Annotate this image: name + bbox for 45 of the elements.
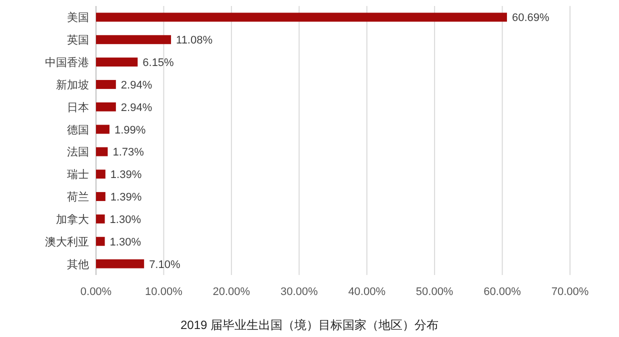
data-label: 2.94%: [120, 102, 152, 114]
y-tick-label: 德国: [67, 124, 89, 136]
text: 2019 届毕业生出国（境）目标国家（地区）分布: [180, 318, 439, 332]
data-label: 1.99%: [114, 124, 146, 136]
bar: [96, 236, 105, 246]
data-label: 6.15%: [142, 57, 174, 70]
data-label: 7.10%: [149, 258, 180, 271]
bar: [96, 12, 507, 22]
bar: [96, 58, 138, 67]
y-tick-label: 英国: [67, 34, 89, 47]
x-tick-label: 40.00%: [348, 286, 386, 298]
bar: [96, 170, 106, 179]
y-tick-label: 澳大利亚: [45, 235, 89, 248]
x-tick-label: 10.00%: [145, 286, 183, 298]
y-tick-label: 荷兰: [67, 190, 89, 204]
data-label: 1.39%: [110, 192, 142, 204]
bar: [96, 80, 116, 89]
bar: [96, 214, 105, 224]
bar: [96, 35, 172, 44]
data-label: 1.73%: [112, 146, 144, 159]
x-tick-label: 20.00%: [212, 286, 250, 298]
bar: [96, 259, 144, 268]
y-tick-label: 瑞士: [67, 168, 89, 182]
data-label: 1.30%: [110, 214, 142, 226]
y-tick-label: 加拿大: [56, 212, 89, 226]
x-tick-label: 0.00%: [80, 286, 112, 298]
x-tick-label: 70.00%: [551, 286, 589, 298]
x-tick-label: 50.00%: [416, 286, 454, 298]
data-label: 1.39%: [110, 169, 142, 182]
data-label: 60.69%: [512, 12, 550, 24]
data-label: 2.94%: [120, 79, 152, 92]
y-tick-label: 法国: [67, 146, 89, 159]
bar: [96, 147, 108, 156]
x-tick-label: 30.00%: [280, 286, 318, 298]
y-tick-label: 新加坡: [56, 78, 89, 92]
y-tick-label: 日本: [67, 100, 89, 114]
bar: [96, 192, 106, 202]
bar: [96, 102, 116, 112]
y-tick-label: 其他: [67, 258, 89, 271]
y-tick-label: 中国香港: [45, 56, 89, 70]
x-tick-label: 60.00%: [484, 286, 522, 298]
data-label: 11.08%: [176, 34, 213, 47]
data-label: 1.30%: [110, 236, 142, 248]
bar: [96, 124, 110, 134]
y-tick-label: 美国: [67, 11, 89, 24]
